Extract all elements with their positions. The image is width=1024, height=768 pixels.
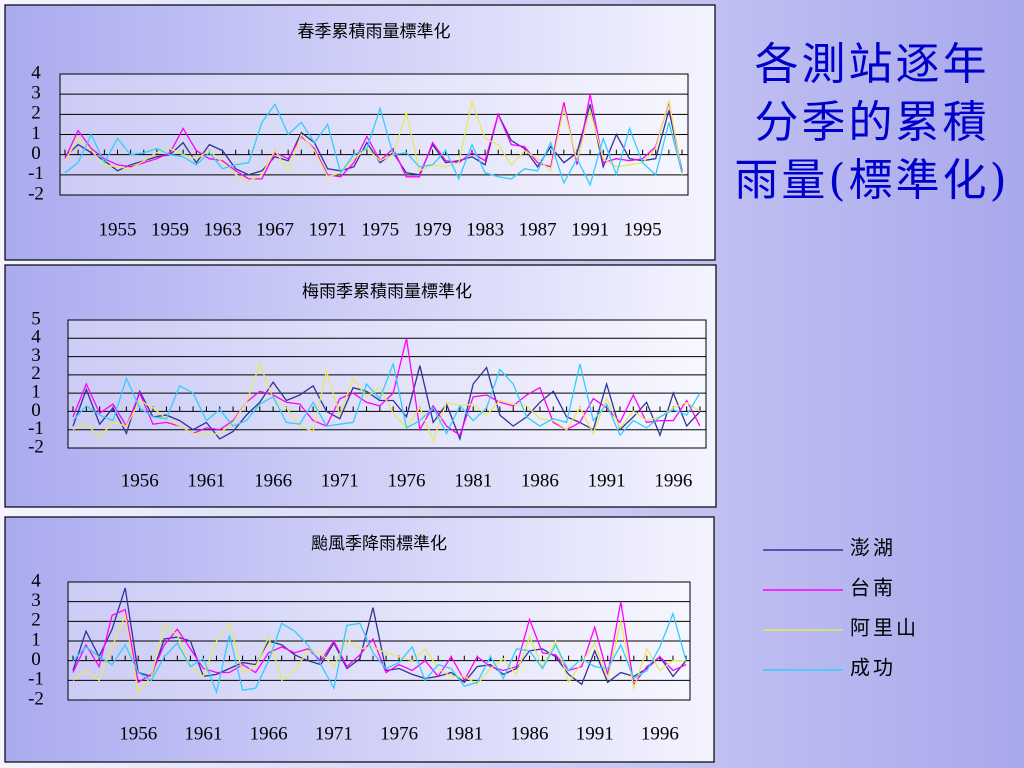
x-tick-label: 1966 bbox=[254, 470, 292, 491]
y-tick-label: 1 bbox=[31, 123, 41, 144]
y-tick-label: 1 bbox=[31, 629, 41, 650]
y-tick-label: 3 bbox=[31, 345, 41, 366]
heading: 各測站逐年 分季的累積 雨量(標準化) bbox=[724, 36, 1020, 210]
y-tick-label: 5 bbox=[31, 308, 41, 329]
chart-frame bbox=[4, 516, 715, 763]
x-tick-label: 1956 bbox=[121, 470, 159, 491]
y-tick-label: -2 bbox=[28, 436, 44, 457]
y-tick-label: 1 bbox=[31, 382, 41, 403]
x-tick-label: 1986 bbox=[510, 723, 548, 744]
y-tick-label: -1 bbox=[28, 163, 44, 184]
series-line bbox=[72, 362, 701, 443]
plot-area bbox=[67, 319, 707, 449]
series-line bbox=[64, 104, 683, 176]
x-tick-label: 1961 bbox=[184, 723, 222, 744]
x-tick-label: 1987 bbox=[519, 219, 557, 240]
series-line bbox=[64, 99, 683, 182]
series-line bbox=[64, 102, 683, 187]
y-tick-label: 0 bbox=[31, 649, 41, 670]
x-tick-label: 1979 bbox=[414, 219, 452, 240]
x-tick-label: 1976 bbox=[380, 723, 418, 744]
legend-label: 台南 bbox=[850, 577, 896, 600]
legend-label: 成功 bbox=[850, 657, 896, 680]
x-tick-label: 1981 bbox=[454, 470, 492, 491]
series-line bbox=[72, 587, 687, 686]
y-tick-label: 2 bbox=[31, 363, 41, 384]
y-tick-label: -2 bbox=[28, 688, 44, 709]
series-line bbox=[72, 611, 687, 695]
chart-title: 春季累積雨量標準化 bbox=[298, 22, 451, 41]
y-tick-label: 4 bbox=[31, 570, 41, 591]
series-line bbox=[72, 361, 701, 437]
x-tick-label: 1971 bbox=[321, 470, 359, 491]
x-tick-label: 1991 bbox=[571, 219, 609, 240]
y-tick-label: -1 bbox=[28, 669, 44, 690]
legend-label: 澎湖 bbox=[850, 537, 896, 560]
x-tick-label: 1996 bbox=[641, 723, 679, 744]
x-tick-label: 1995 bbox=[624, 219, 662, 240]
y-tick-label: -1 bbox=[28, 418, 44, 439]
y-tick-label: 4 bbox=[31, 327, 41, 348]
y-tick-label: 3 bbox=[31, 83, 41, 104]
y-tick-label: 0 bbox=[31, 400, 41, 421]
y-tick-label: 2 bbox=[31, 103, 41, 124]
x-tick-label: 1996 bbox=[654, 470, 692, 491]
y-tick-label: 2 bbox=[31, 610, 41, 631]
legend-label: 阿里山 bbox=[850, 617, 919, 640]
chart-title: 梅雨季累積雨量標準化 bbox=[302, 282, 472, 301]
x-tick-label: 1961 bbox=[187, 470, 225, 491]
x-tick-label: 1971 bbox=[315, 723, 353, 744]
y-tick-label: -2 bbox=[28, 183, 44, 204]
x-tick-label: 1956 bbox=[119, 723, 157, 744]
heading-line: 各測站逐年 bbox=[754, 39, 990, 90]
chart-title: 颱風季降雨標準化 bbox=[311, 534, 447, 553]
x-tick-label: 1975 bbox=[361, 219, 399, 240]
x-tick-label: 1971 bbox=[309, 219, 347, 240]
y-tick-label: 0 bbox=[31, 143, 41, 164]
heading-line: 雨量(標準化) bbox=[734, 155, 1010, 206]
x-tick-label: 1963 bbox=[204, 219, 242, 240]
x-tick-label: 1991 bbox=[576, 723, 614, 744]
y-tick-label: 3 bbox=[31, 590, 41, 611]
x-tick-label: 1967 bbox=[256, 219, 294, 240]
x-tick-label: 1983 bbox=[466, 219, 504, 240]
x-tick-label: 1986 bbox=[521, 470, 559, 491]
x-tick-label: 1976 bbox=[388, 470, 426, 491]
heading-line: 分季的累積 bbox=[754, 97, 990, 148]
x-tick-label: 1991 bbox=[588, 470, 626, 491]
x-tick-label: 1966 bbox=[250, 723, 288, 744]
y-tick-label: 4 bbox=[31, 62, 41, 83]
x-tick-label: 1959 bbox=[151, 219, 189, 240]
x-tick-label: 1981 bbox=[445, 723, 483, 744]
x-tick-label: 1955 bbox=[99, 219, 137, 240]
